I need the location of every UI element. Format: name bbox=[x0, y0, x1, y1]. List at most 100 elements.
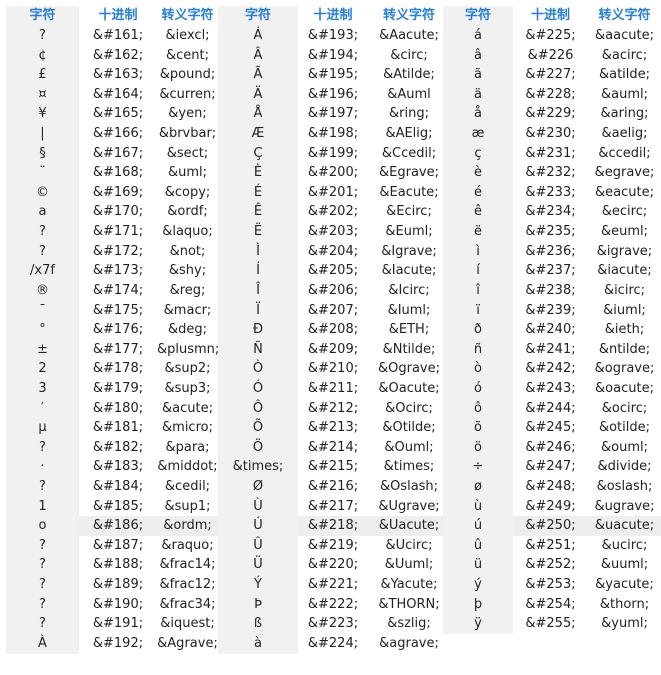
escape-cell: &Ucirc; bbox=[385, 537, 433, 553]
escape-cell: &sup3; bbox=[164, 380, 211, 396]
escape-cell: &iacute; bbox=[597, 263, 652, 279]
escape-cell: &yuml; bbox=[601, 616, 648, 632]
char-cell: ? bbox=[39, 596, 46, 612]
decimal-cell: &#188; bbox=[92, 557, 144, 573]
decimal-cell: &#235; bbox=[525, 224, 576, 240]
char-cell: µ bbox=[38, 420, 47, 436]
char-cell: Ã bbox=[253, 67, 263, 83]
escape-cell: &acirc; bbox=[601, 47, 648, 63]
char-cell: | bbox=[40, 126, 45, 142]
escape-cell: &iexcl; bbox=[165, 28, 210, 43]
escape-cell: &iuml; bbox=[603, 302, 646, 318]
decimal-cell: &#198; bbox=[307, 126, 359, 142]
column-header-decimal: 十进制 bbox=[313, 8, 353, 23]
group-1-escape-column: 转义字符 &iexcl; &cent; &pound; &curren; &yen; &br… bbox=[157, 6, 218, 654]
escape-cell: &igrave; bbox=[596, 243, 653, 259]
char-cell: í bbox=[476, 263, 480, 279]
escape-cell: &ucirc; bbox=[601, 537, 648, 553]
escape-cell: &Oslash; bbox=[379, 479, 439, 495]
char-cell: ° bbox=[39, 322, 46, 338]
decimal-cell: &#233; bbox=[525, 184, 576, 200]
escape-cell: &Otilde; bbox=[382, 420, 436, 436]
char-cell: ? bbox=[39, 557, 46, 573]
char-cell: ò bbox=[474, 361, 482, 377]
char-cell: Þ bbox=[254, 596, 262, 612]
char-cell: Â bbox=[253, 47, 263, 63]
escape-cell: &raquo; bbox=[161, 537, 214, 553]
char-cell: ? bbox=[39, 224, 46, 240]
char-cell: Í bbox=[256, 263, 260, 279]
char-cell: ? bbox=[39, 479, 46, 495]
escape-cell: &micro; bbox=[162, 420, 213, 436]
escape-cell: &oslash; bbox=[596, 479, 653, 495]
escape-cell: &sup1; bbox=[164, 498, 211, 514]
escape-cell: &laquo; bbox=[162, 224, 213, 240]
char-cell: ? bbox=[39, 439, 46, 455]
char-cell: ? bbox=[39, 616, 46, 632]
char-cell: © bbox=[36, 184, 49, 200]
char-cell: Ñ bbox=[253, 341, 263, 357]
escape-cell: &Auml bbox=[387, 86, 431, 102]
char-cell: 3 bbox=[38, 380, 47, 396]
char-cell: ç bbox=[474, 145, 482, 161]
decimal-cell: &#176; bbox=[92, 322, 144, 338]
decimal-cell: &#194; bbox=[307, 47, 359, 63]
char-cell: Õ bbox=[252, 420, 264, 436]
escape-cell: &euml; bbox=[600, 224, 649, 240]
decimal-cell: &#206; bbox=[307, 282, 359, 298]
char-cell: o bbox=[38, 518, 47, 534]
decimal-cell: &#234; bbox=[525, 204, 576, 220]
decimal-cell: &#219; bbox=[307, 537, 359, 553]
escape-cell: &atilde; bbox=[598, 67, 651, 83]
escape-cell: &aacute; bbox=[595, 28, 654, 43]
escape-cell: &deg; bbox=[167, 322, 208, 338]
char-cell: ä bbox=[474, 86, 482, 102]
escape-cell: &Iuml; bbox=[387, 302, 431, 318]
decimal-cell: &#227; bbox=[525, 67, 576, 83]
escape-cell: &Ntilde; bbox=[382, 341, 436, 357]
decimal-cell: &#177; bbox=[92, 341, 144, 357]
escape-cell: &Yacute; bbox=[380, 577, 438, 593]
char-cell: ù bbox=[473, 498, 483, 514]
char-cell: ¥ bbox=[38, 106, 47, 122]
char-cell: Ù bbox=[253, 498, 263, 514]
group-3-char-column: 字符 á â ã ä å æ ç è é ê ë ì í î ï ð ñ ò ó ô õ ö ÷ ø ù ú û ü ý þ ÿ bbox=[443, 6, 513, 635]
char-cell: å bbox=[474, 106, 482, 122]
decimal-cell: &#209; bbox=[307, 341, 359, 357]
escape-cell: &Oacute; bbox=[378, 380, 440, 396]
char-cell: û bbox=[473, 537, 483, 553]
decimal-cell: &#220; bbox=[307, 557, 359, 573]
decimal-cell: &#232; bbox=[525, 165, 576, 181]
char-cell: Ú bbox=[253, 518, 263, 534]
decimal-cell: &#171; bbox=[92, 224, 144, 240]
group-2-escape-column: 转义字符 &Aacute; &circ; &Atilde; &Auml &ring; &AE… bbox=[368, 6, 450, 654]
decimal-cell: &#245; bbox=[525, 420, 576, 436]
escape-cell: &aelig; bbox=[601, 126, 648, 142]
char-cell: £ bbox=[38, 67, 47, 83]
decimal-cell: &#226 bbox=[527, 47, 574, 63]
char-cell: Ø bbox=[252, 479, 264, 495]
decimal-cell: &#242; bbox=[525, 361, 576, 377]
escape-cell: &aring; bbox=[600, 106, 649, 122]
decimal-cell: &#216; bbox=[307, 479, 359, 495]
decimal-cell: &#196; bbox=[307, 86, 359, 102]
decimal-cell: &#208; bbox=[307, 322, 359, 338]
char-cell: à bbox=[254, 635, 262, 651]
escape-cell: &Aacute; bbox=[379, 28, 439, 43]
decimal-cell: &#170; bbox=[92, 204, 144, 220]
char-cell: ï bbox=[476, 302, 480, 318]
decimal-cell: &#225; bbox=[525, 28, 576, 43]
escape-cell: &not; bbox=[169, 243, 206, 259]
char-cell: ü bbox=[473, 557, 483, 573]
char-cell: ð bbox=[474, 322, 482, 338]
escape-cell: &Uuml; bbox=[384, 557, 434, 573]
decimal-cell: &#249; bbox=[525, 498, 576, 514]
char-cell: ã bbox=[474, 67, 482, 83]
escape-cell: &oacute; bbox=[595, 380, 654, 396]
char-cell: Ó bbox=[252, 380, 264, 396]
group-2-decimal-column: 十进制 &#193; &#194; &#195; &#196; &#197; &#198; &… bbox=[298, 6, 368, 654]
char-cell: Æ bbox=[251, 126, 265, 142]
decimal-cell: &#173; bbox=[92, 263, 144, 279]
decimal-cell: &#178; bbox=[92, 361, 144, 377]
char-cell: ñ bbox=[473, 341, 483, 357]
